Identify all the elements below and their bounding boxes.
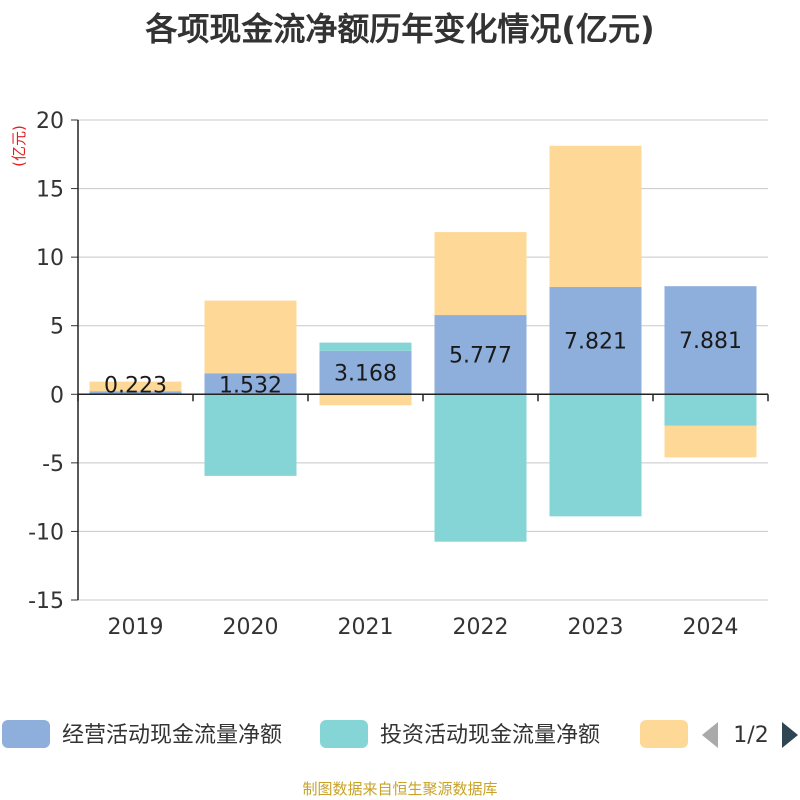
y-tick-label: 20 (36, 109, 64, 134)
bar-2021-series-0 (319, 350, 412, 395)
bar-2023-series-2 (549, 145, 642, 288)
y-unit-label: (亿元) (10, 125, 28, 167)
legend-label-1: 投资活动现金流量净额 (380, 723, 600, 748)
x-tick-label-2020: 2020 (223, 615, 279, 640)
chart-title: 各项现金流净额历年变化情况(亿元) (145, 10, 655, 48)
data-source-note: 制图数据来自恒生聚源数据库 (302, 780, 498, 798)
data-label-2021: 3.168 (334, 362, 397, 387)
bar-2024-series-1 (664, 394, 757, 426)
y-tick-label: -10 (28, 520, 64, 545)
legend-swatch-2 (640, 720, 688, 748)
data-label-2024: 7.881 (679, 329, 742, 354)
bar-2024-series-2 (664, 425, 757, 458)
legend-swatch-1 (320, 720, 368, 748)
bar-2020-series-2 (204, 300, 297, 374)
data-label-2023: 7.821 (564, 330, 627, 355)
data-label-2020: 1.532 (219, 373, 282, 398)
bar-2021-series-1 (319, 342, 412, 351)
bar-2024-series-0 (664, 286, 757, 395)
legend-label-0: 经营活动现金流量净额 (62, 723, 282, 748)
x-tick-label-2021: 2021 (338, 615, 394, 640)
legend-prev-icon[interactable] (702, 722, 718, 748)
bar-2022-series-1 (434, 394, 527, 542)
bar-2023-series-1 (549, 394, 642, 517)
x-tick-label-2022: 2022 (453, 615, 509, 640)
y-tick-label: 15 (36, 178, 64, 203)
legend-next-icon[interactable] (782, 722, 798, 748)
bar-2019-series-2 (89, 381, 182, 392)
y-tick-label: 0 (50, 383, 64, 408)
y-tick-label: 5 (50, 315, 64, 340)
x-tick-label-2019: 2019 (108, 615, 164, 640)
y-tick-label: 10 (36, 246, 64, 271)
bar-2022-series-0 (434, 315, 527, 395)
bar-2023-series-0 (549, 287, 642, 395)
x-tick-label-2024: 2024 (683, 615, 739, 640)
bar-2020-series-1 (204, 394, 297, 476)
bar-2021-series-2 (319, 394, 412, 406)
y-tick-label: -15 (28, 589, 64, 614)
data-label-2022: 5.777 (449, 344, 512, 369)
legend-swatch-0 (2, 720, 50, 748)
legend-page-indicator: 1/2 (733, 723, 768, 748)
bar-2022-series-2 (434, 232, 527, 316)
y-tick-label: -5 (42, 452, 64, 477)
bar-2020-series-0 (204, 373, 297, 395)
bar-2019-series-0 (89, 391, 182, 395)
x-tick-label-2023: 2023 (568, 615, 624, 640)
data-label-2019: 0.223 (104, 373, 167, 398)
